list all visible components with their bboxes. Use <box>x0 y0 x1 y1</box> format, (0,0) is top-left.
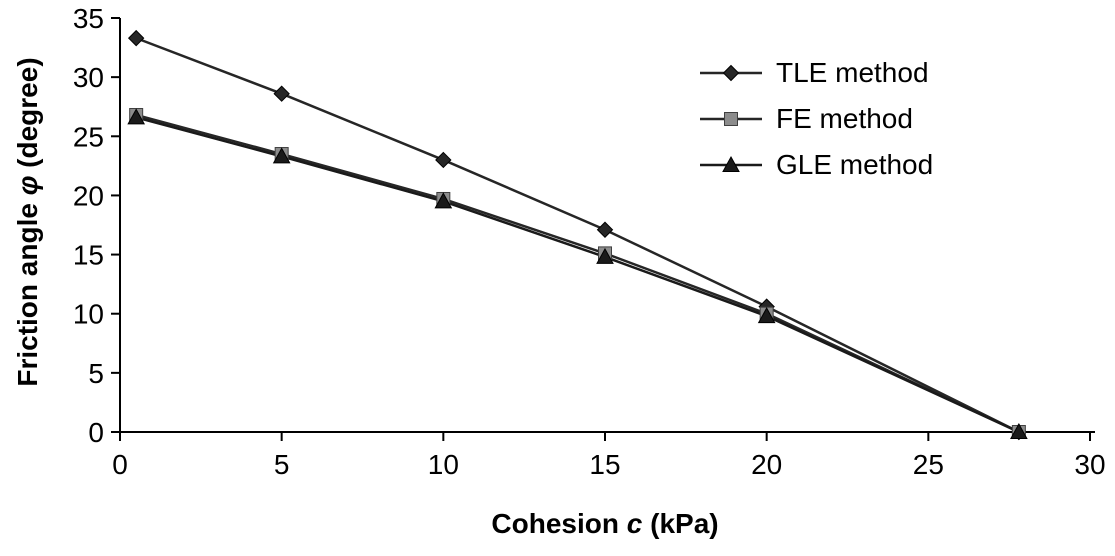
y-axis-title: Friction angle φ (degree) <box>12 57 44 386</box>
svg-text:25: 25 <box>73 121 104 152</box>
x-axis-title: Cohesion c (kPa) <box>491 508 718 540</box>
legend-label-fe: FE method <box>776 102 913 134</box>
svg-text:0: 0 <box>112 449 128 480</box>
triangle-marker-icon <box>700 155 762 172</box>
y-axis-title-text: Friction angle <box>12 195 43 387</box>
diamond-marker-icon <box>700 64 762 81</box>
svg-text:10: 10 <box>428 449 459 480</box>
svg-text:5: 5 <box>88 358 104 389</box>
svg-text:35: 35 <box>73 3 104 34</box>
legend-item-gle: GLE method <box>698 148 933 181</box>
legend-label-tle: TLE method <box>776 56 929 88</box>
x-axis-title-text: Cohesion <box>491 508 627 539</box>
svg-text:30: 30 <box>73 62 104 93</box>
svg-text:15: 15 <box>73 240 104 271</box>
legend-item-fe: FE method <box>698 102 933 135</box>
square-marker-icon <box>700 111 762 126</box>
c-symbol: c <box>626 508 643 539</box>
svg-text:20: 20 <box>751 449 782 480</box>
legend-item-tle: TLE method <box>698 56 933 89</box>
legend-label-gle: GLE method <box>776 148 934 180</box>
svg-text:0: 0 <box>88 417 104 448</box>
y-axis-title-unit: (degree) <box>12 57 43 176</box>
svg-text:10: 10 <box>73 299 104 330</box>
phi-symbol: φ <box>12 175 43 196</box>
svg-text:30: 30 <box>1074 449 1105 480</box>
legend: TLE method FE method GLE method <box>698 56 933 194</box>
svg-text:25: 25 <box>913 449 944 480</box>
svg-text:20: 20 <box>73 180 104 211</box>
svg-text:5: 5 <box>274 449 290 480</box>
svg-text:15: 15 <box>589 449 620 480</box>
x-axis-title-unit: (kPa) <box>642 508 719 539</box>
